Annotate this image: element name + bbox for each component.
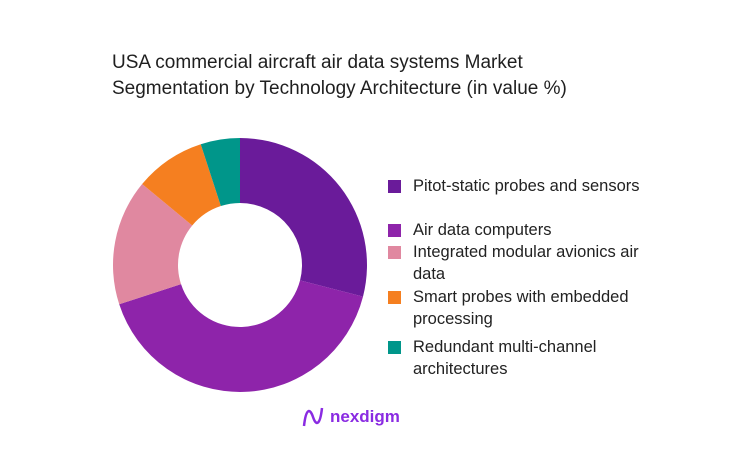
donut-slice-1	[240, 138, 367, 297]
donut-slice-5	[200, 138, 240, 207]
donut-slice-2	[119, 280, 364, 392]
title-line-1: USA commercial aircraft air data systems…	[112, 52, 523, 73]
logo-mark-icon	[302, 407, 324, 427]
legend-label: Pitot-static probes and sensors	[413, 177, 640, 195]
legend-swatch	[388, 180, 401, 193]
legend-label: Integrated modular avionics air data	[413, 243, 639, 283]
legend-item: Redundant multi-channel architectures	[388, 336, 653, 380]
legend-label: Smart probes with embedded processing	[413, 288, 629, 328]
logo-text: nexdigm	[330, 407, 400, 426]
legend-swatch	[388, 291, 401, 304]
legend-item: Pitot-static probes and sensors	[388, 175, 653, 197]
legend-swatch	[388, 341, 401, 354]
title-line-2: Segmentation by Technology Architecture …	[112, 78, 567, 99]
legend-item: Smart probes with embedded processing	[388, 286, 653, 330]
chart-title: USA commercial aircraft air data systems…	[112, 50, 567, 102]
legend-item: Air data computers	[388, 219, 653, 241]
legend-item: Integrated modular avionics air data	[388, 241, 653, 285]
legend-swatch	[388, 224, 401, 237]
donut-slice-4	[142, 144, 221, 226]
donut-slice-3	[112, 184, 193, 305]
nexdigm-logo: nexdigm	[302, 406, 400, 428]
legend-label: Redundant multi-channel architectures	[413, 338, 597, 378]
legend-label: Air data computers	[413, 221, 552, 239]
legend-swatch	[388, 246, 401, 259]
